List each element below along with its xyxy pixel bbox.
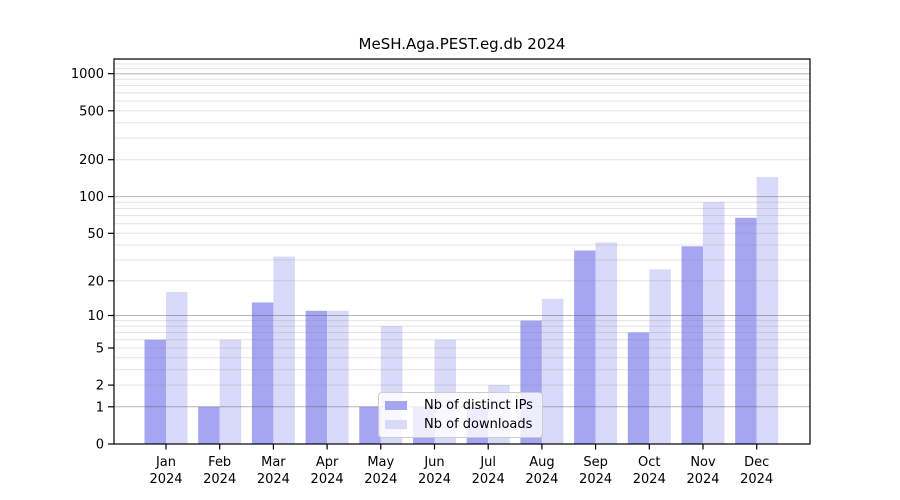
bar-downloads-dec <box>756 176 779 444</box>
plot-border <box>113 58 811 445</box>
x-axis-year-label: 2024 <box>418 472 451 487</box>
bar-downloads-apr <box>327 310 349 444</box>
bar-downloads-oct <box>649 269 671 444</box>
x-axis-year-label: 2024 <box>203 472 236 487</box>
bar-distinct-ips-dec <box>735 217 757 444</box>
bar-downloads-nov <box>703 202 725 444</box>
legend-swatch-distinct-ips <box>385 401 407 410</box>
x-axis-month-label: Oct <box>638 455 660 470</box>
chart-title: MeSH.Aga.PEST.eg.db 2024 <box>358 35 566 53</box>
x-axis-year-label: 2024 <box>525 472 558 487</box>
legend-label-downloads: Nb of downloads <box>424 417 533 432</box>
x-axis-year-label: 2024 <box>311 472 344 487</box>
bar-downloads-jan <box>166 292 188 444</box>
y-axis-tick-label: 2 <box>96 379 104 394</box>
x-axis-month-label: May <box>367 455 394 470</box>
legend-label-distinct-ips: Nb of distinct IPs <box>424 398 533 413</box>
y-axis-tick-label: 500 <box>79 104 104 119</box>
legend: Nb of distinct IPs Nb of downloads <box>378 392 543 438</box>
y-axis-tick-label: 5 <box>96 342 104 357</box>
legend-swatch-downloads <box>385 420 407 429</box>
legend-item-downloads: Nb of downloads <box>379 415 542 434</box>
bar-distinct-ips-oct <box>627 332 650 444</box>
x-axis-year-label: 2024 <box>579 472 612 487</box>
y-axis-tick-label: 200 <box>79 153 104 168</box>
x-axis-year-label: 2024 <box>740 472 773 487</box>
y-axis-tick-label: 50 <box>87 227 104 242</box>
bar-distinct-ips-feb <box>198 406 220 444</box>
bar-distinct-ips-mar <box>251 302 274 444</box>
x-axis-year-label: 2024 <box>257 472 290 487</box>
x-axis-year-label: 2024 <box>364 472 397 487</box>
bar-distinct-ips-jan <box>144 339 166 444</box>
bar-distinct-ips-may <box>359 406 381 444</box>
x-axis-month-label: Jan <box>155 455 176 470</box>
x-axis-month-label: Dec <box>744 455 769 470</box>
x-axis-month-label: Mar <box>261 455 286 470</box>
bar-distinct-ips-apr <box>305 310 328 444</box>
x-axis-month-label: Jun <box>423 455 444 470</box>
y-axis-tick-label: 0 <box>96 438 104 453</box>
x-axis-month-label: Nov <box>690 455 716 470</box>
x-axis-month-label: Jul <box>479 455 496 470</box>
y-axis-tick-label: 1000 <box>71 67 104 82</box>
y-axis-tick-label: 20 <box>87 274 104 289</box>
bar-distinct-ips-nov <box>681 246 703 444</box>
x-axis-year-label: 2024 <box>686 472 719 487</box>
bar-downloads-mar <box>273 256 295 444</box>
x-axis-year-label: 2024 <box>472 472 505 487</box>
bar-downloads-feb <box>219 339 242 444</box>
x-axis-month-label: Aug <box>529 455 554 470</box>
y-axis-tick-label: 1 <box>96 400 104 415</box>
bar-downloads-sep <box>595 242 618 444</box>
x-axis-month-label: Feb <box>208 455 231 470</box>
y-axis-tick-label: 10 <box>87 309 104 324</box>
x-axis-month-label: Sep <box>583 455 608 470</box>
bar-distinct-ips-sep <box>574 250 596 444</box>
y-axis-tick-label: 100 <box>79 190 104 205</box>
x-axis-year-label: 2024 <box>149 472 182 487</box>
x-axis-month-label: Apr <box>316 455 339 470</box>
x-axis-year-label: 2024 <box>633 472 666 487</box>
legend-item-distinct-ips: Nb of distinct IPs <box>379 396 542 415</box>
bar-downloads-aug <box>541 298 564 444</box>
